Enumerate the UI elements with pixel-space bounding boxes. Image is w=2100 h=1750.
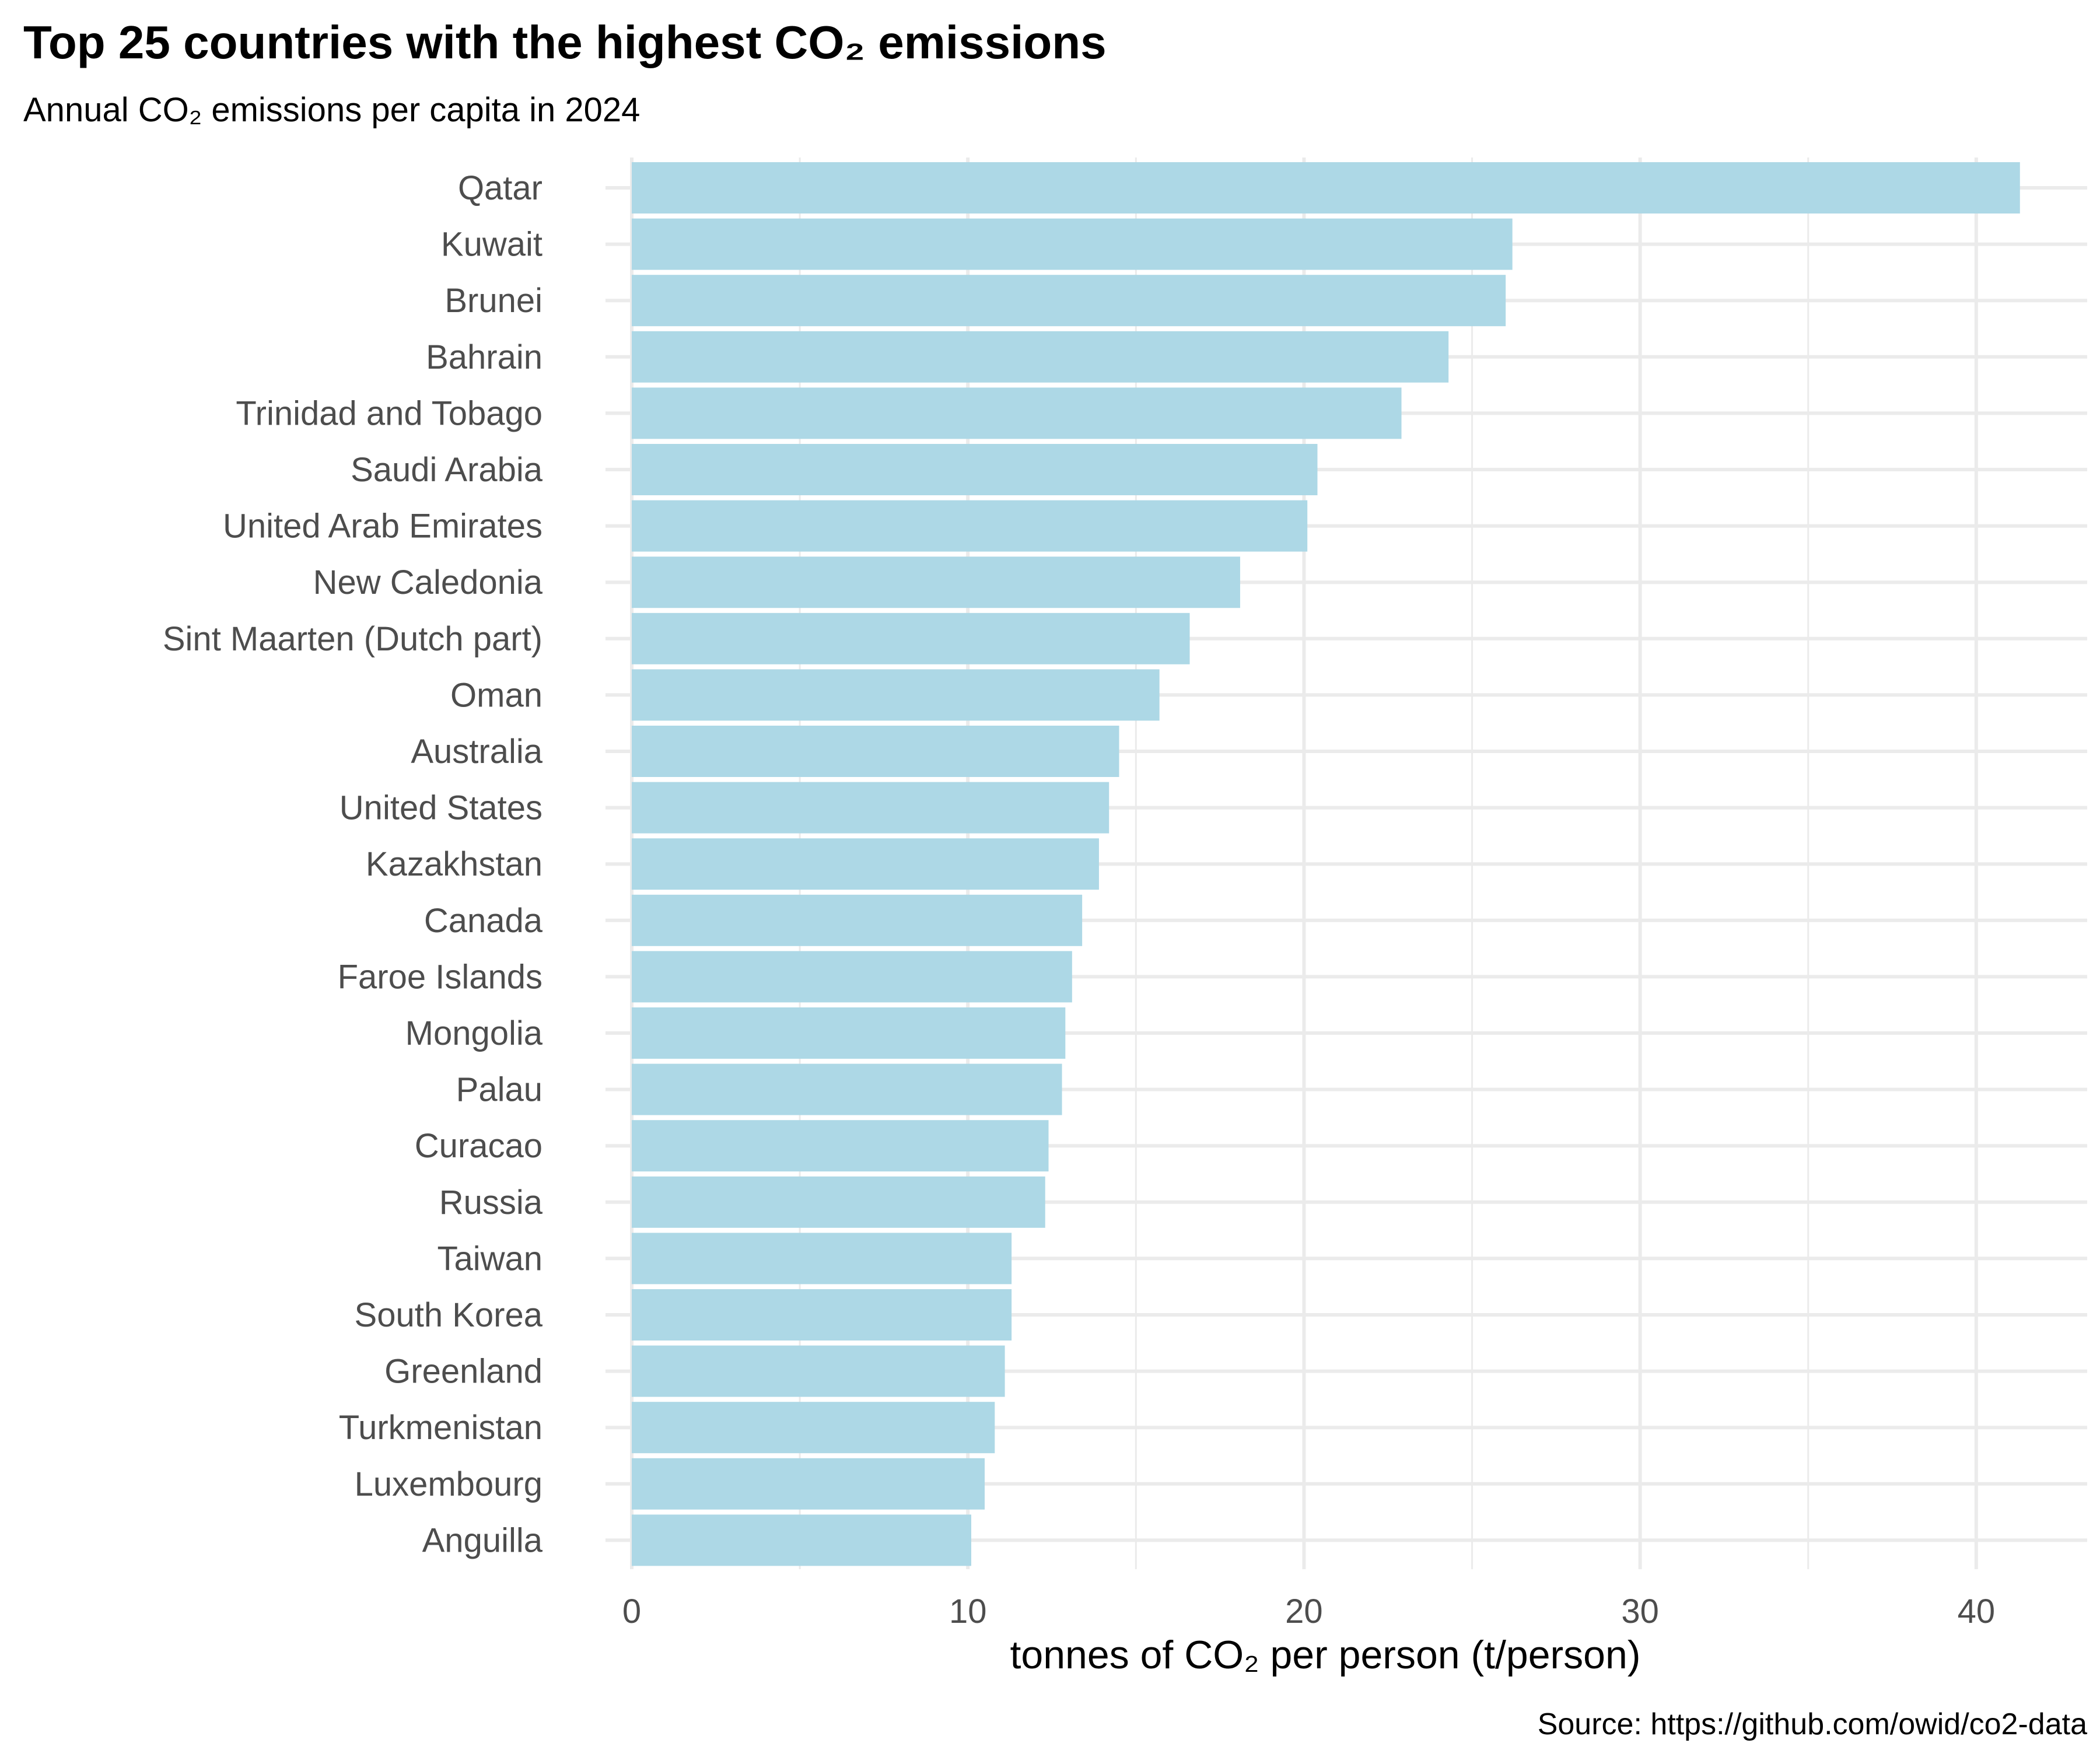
y-tick-label: New Caledonia xyxy=(313,564,543,601)
bar-turkmenistan xyxy=(632,1402,995,1454)
bar-bahrain xyxy=(632,331,1449,383)
bar-faroe-islands xyxy=(632,951,1072,1003)
x-tick-label: 40 xyxy=(1958,1592,1996,1630)
bar-kazakhstan xyxy=(632,838,1099,890)
y-tick-label: Russia xyxy=(439,1184,543,1222)
bar-anguilla xyxy=(632,1514,971,1566)
y-tick-label: Anguilla xyxy=(422,1521,543,1559)
bar-united-states xyxy=(632,782,1110,834)
y-tick-label: Taiwan xyxy=(437,1240,542,1278)
y-tick-label: Curacao xyxy=(415,1127,542,1165)
bar-taiwan xyxy=(632,1233,1012,1284)
bar-kuwait xyxy=(632,218,1513,270)
x-tick-label: 20 xyxy=(1285,1592,1323,1630)
y-tick-label: Canada xyxy=(424,902,543,940)
y-tick-label: United States xyxy=(340,789,542,827)
y-tick-label: Faroe Islands xyxy=(338,958,542,996)
bar-qatar xyxy=(632,162,2020,214)
bar-new-caledonia xyxy=(632,556,1240,608)
y-tick-label: South Korea xyxy=(355,1296,543,1334)
y-tick-label: Saudi Arabia xyxy=(351,451,543,489)
chart-subtitle: Annual CO₂ emissions per capita in 2024 xyxy=(23,91,640,129)
x-tick-label: 30 xyxy=(1621,1592,1659,1630)
bar-trinidad-and-tobago xyxy=(632,387,1402,439)
chart-caption: Source: https://github.com/owid/co2-data xyxy=(1538,1707,2087,1741)
bar-layer xyxy=(632,162,2020,1566)
y-tick-label: Kazakhstan xyxy=(366,845,542,883)
bar-sint-maarten-dutch-part xyxy=(632,612,1190,664)
y-tick-label: United Arab Emirates xyxy=(223,508,542,545)
y-tick-label: Mongolia xyxy=(405,1014,543,1052)
bar-united-arab-emirates xyxy=(632,500,1308,552)
bar-oman xyxy=(632,669,1160,721)
bar-russia xyxy=(632,1176,1045,1228)
bar-australia xyxy=(632,726,1119,777)
bar-luxembourg xyxy=(632,1458,985,1510)
y-tick-label: Oman xyxy=(450,676,542,714)
y-tick-label: Sint Maarten (Dutch part) xyxy=(163,620,542,658)
bar-palau xyxy=(632,1063,1062,1115)
bar-mongolia xyxy=(632,1007,1066,1059)
y-tick-label: Trinidad and Tobago xyxy=(236,394,542,432)
x-tick-label: 10 xyxy=(949,1592,987,1630)
bar-brunei xyxy=(632,275,1506,327)
y-tick-label: Greenland xyxy=(384,1353,542,1391)
chart-title: Top 25 countries with the highest CO₂ em… xyxy=(23,16,1107,68)
y-tick-label: Qatar xyxy=(458,169,542,207)
label-layer: Qatar Kuwait Brunei Bahrain Trinidad and Tob… xyxy=(163,169,1995,1630)
y-tick-label: Australia xyxy=(411,733,542,771)
bar-canada xyxy=(632,894,1083,946)
bar-curacao xyxy=(632,1120,1049,1172)
bar-greenland xyxy=(632,1345,1005,1397)
y-tick-label: Kuwait xyxy=(441,226,542,264)
y-tick-label: Luxembourg xyxy=(355,1465,542,1503)
bar-saudi-arabia xyxy=(632,444,1318,495)
x-axis-title: tonnes of CO₂ per person (t/person) xyxy=(1010,1633,1641,1677)
y-tick-label: Palau xyxy=(456,1071,542,1109)
y-tick-label: Brunei xyxy=(444,282,542,320)
bar-south-korea xyxy=(632,1289,1012,1340)
x-tick-label: 0 xyxy=(622,1592,641,1630)
y-tick-label: Bahrain xyxy=(426,338,542,376)
y-tick-label: Turkmenistan xyxy=(339,1409,542,1447)
